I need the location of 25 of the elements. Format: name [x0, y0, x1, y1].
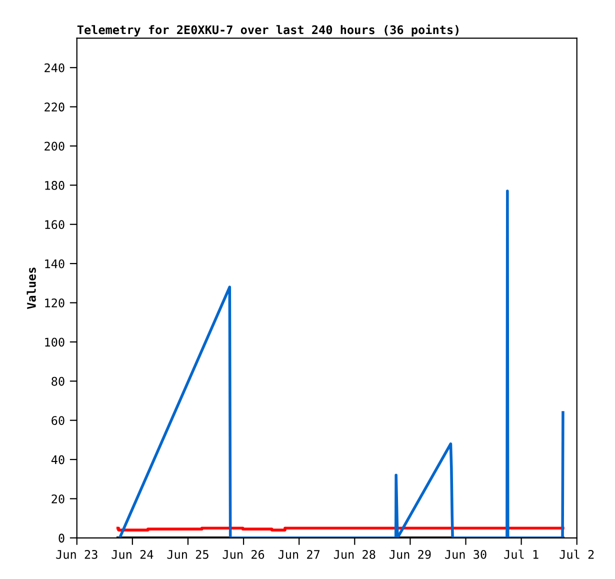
x-tick-label: Jun 23: [56, 550, 98, 559]
y-tick-label: 140: [45, 259, 64, 268]
chart-title: Telemetry for 2E0XKU-7 over last 240 hours (36 points): [77, 24, 458, 37]
y-tick-label: 40: [51, 455, 64, 464]
y-axis-title: Values: [26, 268, 36, 310]
y-tick-label: 0: [58, 534, 64, 543]
y-tick-label: 220: [44, 102, 64, 112]
y-tick-label: 240: [44, 63, 64, 72]
x-tick-label: Jun 29: [390, 550, 431, 559]
y-tick-label: 20: [52, 494, 64, 504]
y-tick-label: 160: [45, 220, 64, 230]
y-tick-label: 200: [44, 142, 64, 151]
y-tick-label: 120: [45, 298, 64, 308]
y-tick-label: 180: [45, 180, 64, 190]
x-tick-label: Jun 25: [167, 550, 208, 559]
y-tick-label: 60: [52, 416, 64, 426]
x-tick-label: Jul 2: [560, 550, 594, 559]
x-tick-label: Jun 26: [222, 550, 264, 559]
x-tick-label: Jun 28: [334, 550, 376, 559]
x-tick-label: Jun 27: [278, 550, 320, 559]
x-tick-label: Jun 30: [445, 550, 486, 559]
x-tick-label: Jul 1: [504, 550, 538, 559]
x-tick-label: Jun 24: [112, 550, 154, 559]
y-tick-label: 100: [45, 338, 64, 347]
y-tick-label: 80: [52, 376, 64, 386]
